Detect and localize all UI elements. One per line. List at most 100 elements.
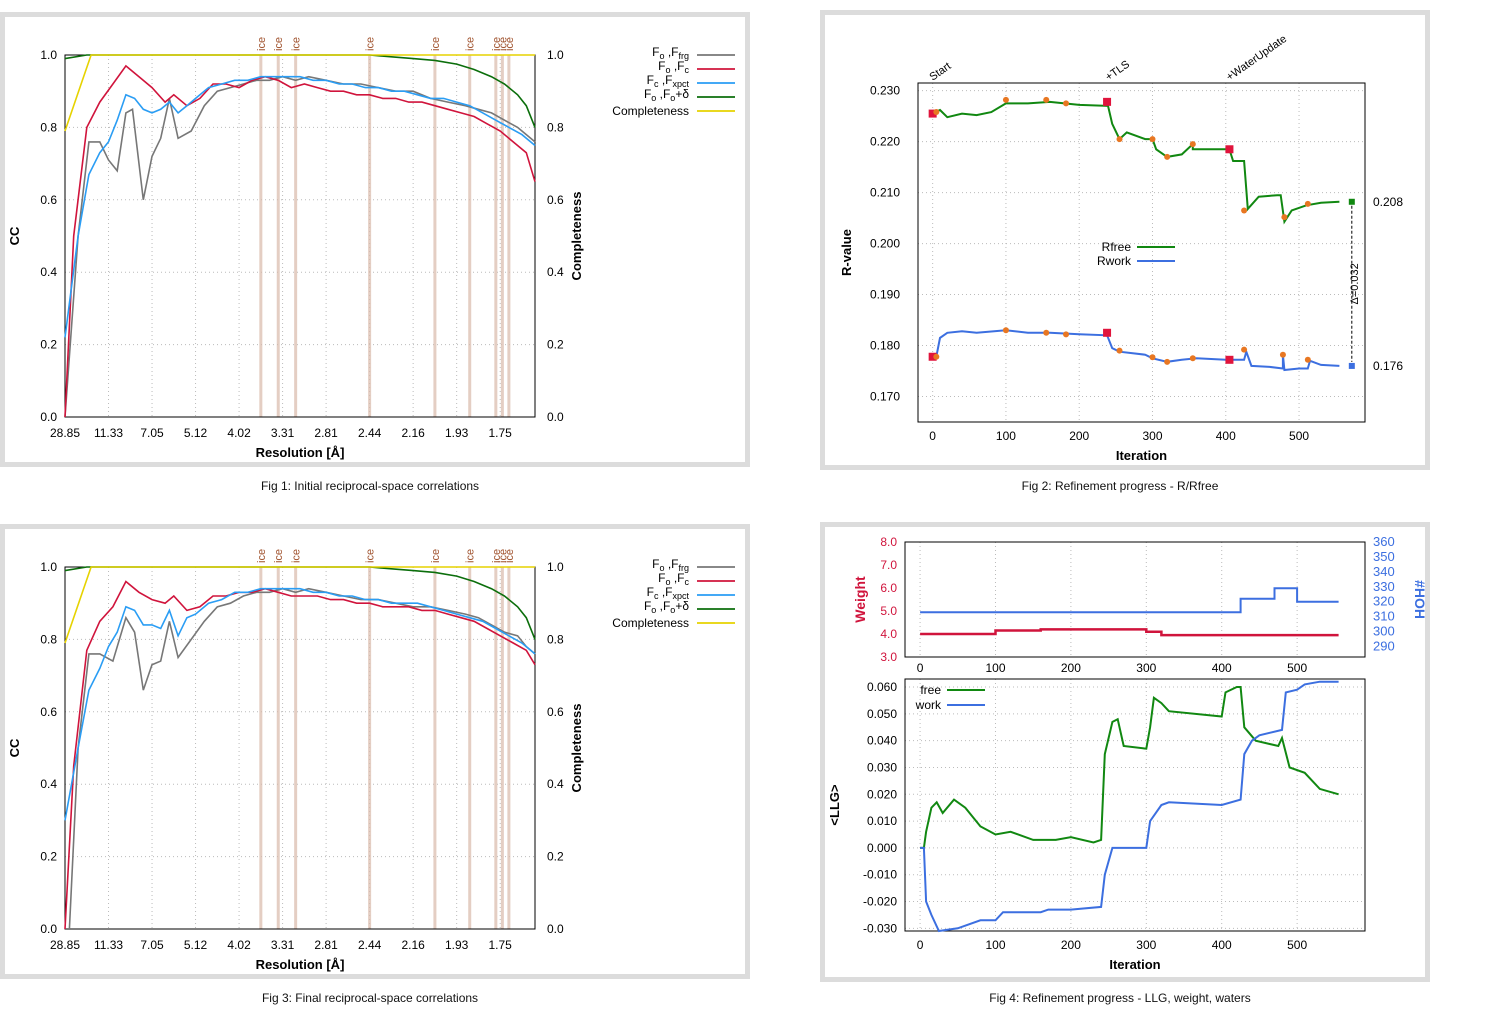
final-rwork-marker [1348, 362, 1355, 369]
ice-label: ice [491, 37, 503, 51]
ice-label: ice [465, 549, 477, 563]
series-delta [64, 54, 536, 128]
series-completeness [64, 566, 535, 644]
series-xpct [64, 75, 536, 338]
y2-tick-label: 0.8 [547, 120, 564, 134]
ice-label: ice [291, 549, 303, 563]
y-tick-label: 0.230 [870, 84, 900, 98]
y-tick-label: 0.060 [867, 680, 897, 694]
y-axis-label: CC [7, 738, 22, 757]
y-axis-label: <LLG> [827, 784, 842, 826]
ice-label: ice [504, 549, 516, 563]
y-tick-label: 0.0 [40, 922, 57, 936]
x-tick-label: 100 [985, 661, 1005, 675]
ice-band [500, 55, 504, 417]
y-tick-label: 0.200 [870, 237, 900, 251]
hoh-tick-label: 360 [1373, 534, 1395, 549]
y-tick-label: 0.020 [867, 787, 897, 801]
step-marker [1241, 346, 1248, 353]
weight-tick-label: 3.0 [880, 650, 897, 664]
x-tick-label: 2.81 [314, 426, 338, 440]
fig1-frame: 0.0 0.0 0.2 0.2 0.4 0.4 0.6 0.6 0.8 0.8 1.0 1.0 28.8… [0, 12, 750, 467]
stage-marker [1103, 328, 1112, 337]
weight-axis-label: Weight [852, 576, 868, 623]
legend-label: Completeness [612, 616, 689, 630]
y2-tick-label: 0.2 [547, 338, 564, 352]
ice-band [468, 55, 472, 417]
y-tick-label: 0.050 [867, 707, 897, 721]
y-tick-label: 0.4 [40, 265, 57, 279]
ice-band [276, 567, 280, 929]
ice-label: ice [273, 37, 285, 51]
legend-label: Fo ,Fc [658, 571, 689, 587]
step-marker [1149, 136, 1156, 143]
legend-label: Fo ,Fo+δ [644, 599, 689, 615]
stage-marker [1225, 355, 1234, 364]
x-tick-label: 400 [1212, 938, 1232, 952]
y-tick-label: 1.0 [40, 560, 57, 574]
fig2-frame: 0.170 0.180 0.190 0.200 0.210 0.220 0.230 0 100 2… [820, 10, 1430, 470]
x-tick-label: 500 [1287, 661, 1307, 675]
series-frg [64, 75, 536, 418]
x-tick-label: 1.75 [489, 938, 513, 952]
series-completeness [64, 54, 535, 132]
x-tick-label: 28.85 [50, 938, 80, 952]
ice-band [259, 55, 263, 417]
ice-band [507, 567, 511, 929]
ice-band [294, 55, 298, 417]
x-tick-label: 0 [929, 429, 936, 443]
y-tick-label: 0.210 [870, 186, 900, 200]
hoh-tick-label: 290 [1373, 639, 1395, 654]
y-tick-label: 0.180 [870, 339, 900, 353]
ice-label: ice [504, 37, 516, 51]
x-tick-label: 2.16 [401, 426, 425, 440]
x-tick-label: 1.93 [445, 426, 469, 440]
x-tick-label: 3.31 [271, 426, 295, 440]
ice-band [507, 55, 511, 417]
weight-tick-label: 8.0 [880, 535, 897, 549]
ice-label: ice [465, 37, 477, 51]
ice-label: ice [497, 37, 509, 51]
step-marker [1063, 331, 1070, 338]
ice-band [276, 55, 280, 417]
step-marker [1002, 96, 1009, 103]
x-tick-label: 0 [917, 661, 924, 675]
ice-label: ice [256, 37, 268, 51]
y-tick-label: 0.040 [867, 734, 897, 748]
x-axis-label: Resolution [Å] [256, 445, 345, 460]
hoh-tick-label: 340 [1373, 564, 1395, 579]
y2-axis-label: Completeness [569, 704, 584, 793]
x-tick-label: 300 [1142, 429, 1162, 443]
hoh-tick-label: 310 [1373, 609, 1395, 624]
hoh-tick-label: 330 [1373, 579, 1395, 594]
stage-marker [928, 352, 937, 361]
y2-tick-label: 0.6 [547, 193, 564, 207]
x-tick-label: 100 [996, 429, 1016, 443]
series-rfree [932, 100, 1340, 225]
x-tick-label: 100 [985, 938, 1005, 952]
y-tick-label: -0.030 [863, 921, 897, 935]
ice-band [259, 567, 263, 929]
fig4-caption: Fig 4: Refinement progress - LLG, weight… [989, 991, 1251, 1005]
ice-label: ice [365, 37, 377, 51]
x-tick-label: 5.12 [184, 426, 208, 440]
legend-label: Fc ,Fxpct [647, 585, 690, 601]
fig1-chart: 0.0 0.0 0.2 0.2 0.4 0.4 0.6 0.6 0.8 0.8 1.0 1.0 28.8… [7, 37, 735, 460]
x-tick-label: 4.02 [227, 426, 251, 440]
x-tick-label: 2.44 [358, 426, 382, 440]
plot-area [64, 566, 536, 930]
y-tick-label: 0.4 [40, 777, 57, 791]
x-tick-label: 1.93 [445, 938, 469, 952]
y-tick-label: 0.6 [40, 705, 57, 719]
delta-label: Δ=0.032 [1349, 263, 1361, 304]
series-xpct [64, 587, 536, 821]
x-tick-label: 7.05 [140, 426, 164, 440]
x-tick-label: 2.44 [358, 938, 382, 952]
legend-label: Fo ,Ffrg [652, 45, 689, 61]
legend-label: Fo ,Fo+δ [644, 87, 689, 103]
x-tick-label: 400 [1212, 661, 1232, 675]
step-marker [1149, 354, 1156, 361]
legend-label: Rfree [1102, 240, 1132, 254]
step-marker [1116, 136, 1123, 143]
step-marker [1043, 329, 1050, 336]
